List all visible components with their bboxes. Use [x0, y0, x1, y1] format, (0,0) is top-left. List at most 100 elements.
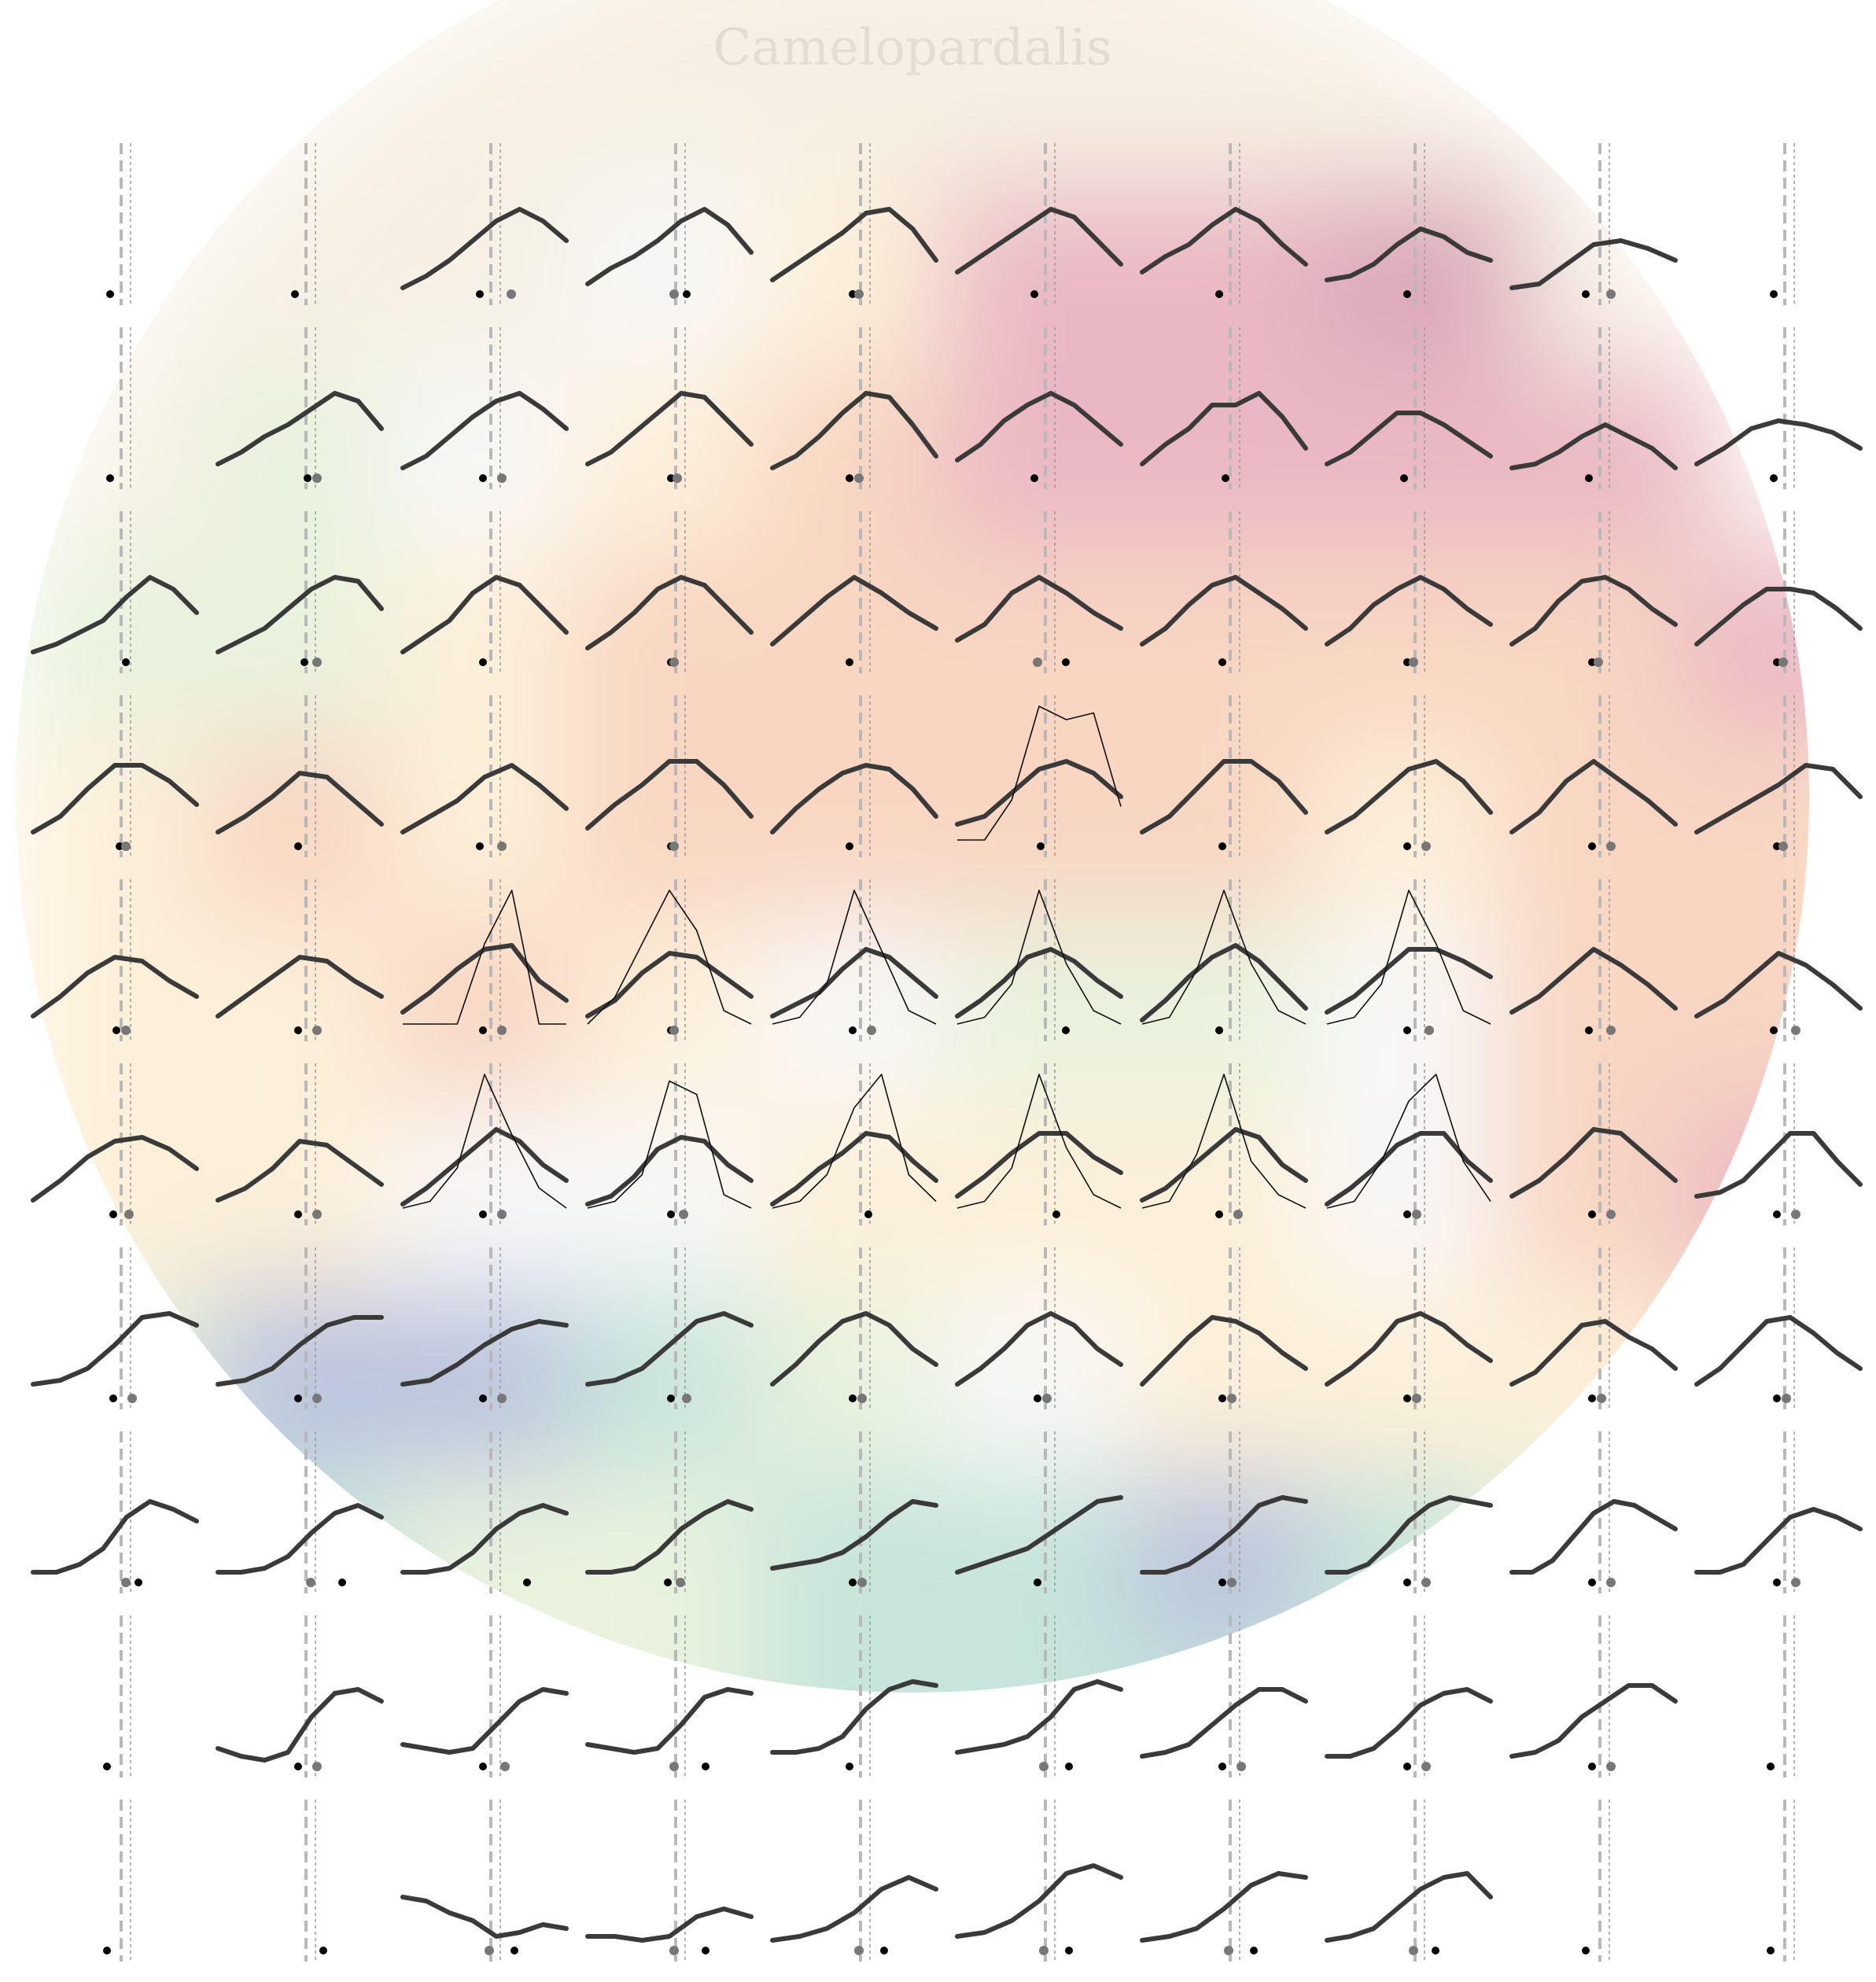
heatmap-cell: [1311, 1473, 1528, 1689]
profile-line: [955, 391, 1123, 462]
profile-line: [770, 947, 938, 1019]
marker-gray: [124, 1210, 134, 1219]
profile-line: [585, 759, 754, 831]
marker-black: [683, 290, 691, 298]
marker-black: [1215, 1210, 1223, 1218]
profile-line: [585, 1687, 754, 1755]
profile-line: [1509, 238, 1678, 290]
profile-line: [1140, 1871, 1308, 1943]
heatmap-cell: [757, 1841, 974, 1982]
marker-black: [1582, 290, 1590, 298]
marker-black: [1403, 842, 1411, 850]
profile-line: [31, 1311, 199, 1387]
heatmap-cell: [942, 1841, 1159, 1982]
heatmap-cell: [387, 1473, 604, 1689]
marker-gray: [497, 1026, 507, 1035]
marker-gray: [669, 1946, 679, 1955]
marker-black: [1403, 658, 1411, 666]
marker-black: [479, 1763, 487, 1770]
profile-line: [585, 575, 754, 650]
profile-line-thin: [402, 1074, 567, 1209]
heatmap-cell: [757, 1657, 974, 1693]
marker-gray: [1409, 1946, 1418, 1955]
marker-black: [849, 290, 857, 298]
profile-line: [585, 1311, 754, 1387]
marker-gray: [854, 1946, 864, 1955]
profile-line: [216, 771, 384, 834]
marker-gray: [485, 1946, 494, 1955]
marker-gray: [1224, 1946, 1233, 1955]
heatmap-cell: [388, 1841, 604, 1982]
marker-gray: [1606, 289, 1616, 299]
marker-black: [880, 1947, 888, 1954]
marker-black: [479, 1026, 487, 1034]
profile-line: [1140, 207, 1308, 274]
marker-gray: [497, 842, 507, 851]
profile-line-thin: [772, 890, 937, 1025]
profile-line: [1694, 951, 1863, 1019]
marker-black: [1585, 474, 1593, 482]
heatmap-cell: [1126, 737, 1343, 952]
marker-black: [1588, 1210, 1596, 1218]
profile-line: [400, 1895, 569, 1939]
marker-gray: [1606, 842, 1616, 851]
heatmap-cell: [1126, 185, 1343, 400]
heatmap-cell: [387, 1289, 604, 1505]
heatmap-cell: [942, 553, 1159, 768]
marker-black: [1588, 1579, 1596, 1586]
heatmap-cell: [942, 737, 1159, 952]
marker-black: [1400, 474, 1408, 482]
heatmap-cell: [1496, 553, 1713, 768]
profile-line: [770, 575, 938, 647]
marker-black: [109, 1210, 117, 1218]
marker-gray: [679, 1210, 688, 1219]
heatmap-cell: [1126, 369, 1343, 584]
marker-black: [1065, 1763, 1073, 1770]
heatmap-cell: [572, 1657, 789, 1693]
marker-black: [1403, 1763, 1411, 1770]
profile-line: [770, 1311, 938, 1387]
heatmap-cell: [202, 737, 419, 952]
profile-line: [216, 1687, 384, 1763]
profile-line: [216, 1315, 384, 1387]
marker-black: [1037, 842, 1045, 850]
marker-gray: [497, 473, 507, 483]
marker-black: [846, 474, 853, 482]
heatmap-cell: [387, 1657, 604, 1693]
profile-line: [1509, 1319, 1678, 1387]
heatmap-cell: [757, 553, 974, 768]
heatmap-cell: [572, 185, 789, 400]
profile-line: [400, 1687, 569, 1755]
profile-line: [1325, 1311, 1493, 1387]
marker-black: [1770, 474, 1778, 482]
profile-line-thin: [587, 1080, 752, 1209]
marker-black: [1773, 1579, 1781, 1586]
heatmap-cell: [757, 737, 974, 952]
reference-lines-layer: [120, 143, 1795, 1962]
marker-gray: [854, 289, 864, 299]
marker-gray: [121, 1026, 131, 1035]
profile-line: [955, 1495, 1123, 1575]
profile-line: [216, 955, 384, 1019]
marker-black: [1588, 658, 1596, 666]
marker-gray: [1791, 1210, 1800, 1219]
profile-line: [1325, 411, 1493, 466]
marker-black: [1034, 1579, 1041, 1586]
marker-black: [1062, 1026, 1070, 1034]
heatmap-cell: [1126, 1657, 1343, 1693]
marker-black: [1218, 1394, 1226, 1402]
marker-black: [1403, 290, 1411, 298]
marker-gray: [1409, 658, 1418, 667]
profile-line: [955, 1679, 1123, 1755]
profile-line: [1694, 1315, 1863, 1387]
marker-gray: [1233, 1210, 1243, 1219]
heatmap-cell: [1496, 1657, 1713, 1693]
marker-black: [667, 1394, 675, 1402]
marker-black: [1588, 842, 1596, 850]
profile-line: [1694, 587, 1863, 647]
marker-gray: [497, 1210, 507, 1219]
profile-line: [1694, 1507, 1863, 1575]
marker-gray: [497, 1394, 507, 1403]
marker-gray: [1606, 1026, 1616, 1035]
profile-line: [770, 1679, 938, 1755]
